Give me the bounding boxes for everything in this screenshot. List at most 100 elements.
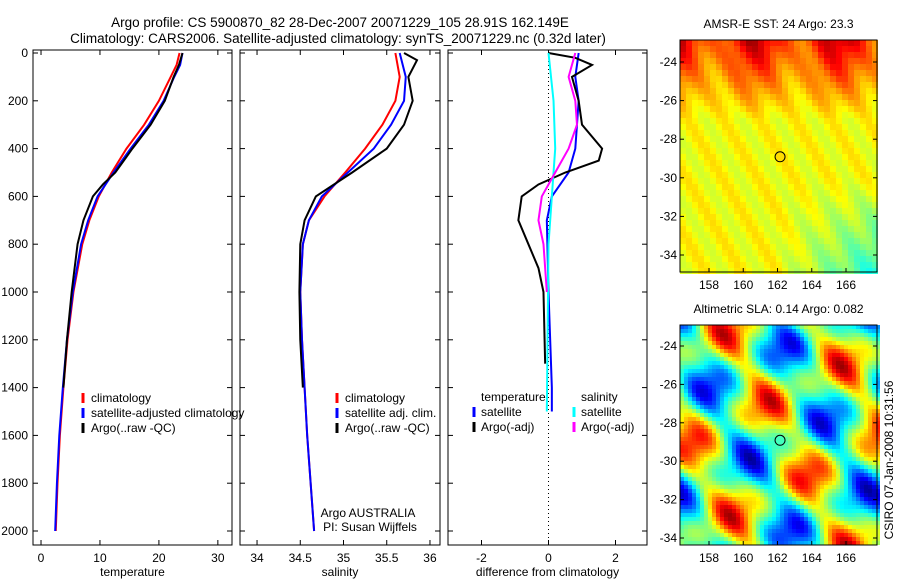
map-cell [860,357,864,361]
map-cell [752,154,758,160]
map-cell [724,365,728,369]
map-cell [734,160,740,166]
map-cell [872,501,876,505]
map-cell [760,425,764,429]
map-cell [804,501,808,505]
map-cell [876,517,880,521]
map-cell [840,469,844,473]
map-cell [744,493,748,497]
map-cell [830,82,836,88]
map-cell [856,481,860,485]
map-cell [776,329,780,333]
map-cell [830,100,836,106]
map-cell [848,262,854,268]
map-cell [696,385,700,389]
map-cell [792,365,796,369]
map-cell [840,485,844,489]
map-cell [720,341,724,345]
map-cell [800,465,804,469]
map-cell [696,453,700,457]
map-cell [732,525,736,529]
map-cell [780,365,784,369]
map-cell [860,417,864,421]
map-cell [844,505,848,509]
map-cell [710,214,716,220]
map-cell [848,82,854,88]
series-line-satellite-adj-clim- [299,52,407,532]
map-cell [772,329,776,333]
map-cell [848,329,852,333]
map-cell [708,333,712,337]
map-cell [848,409,852,413]
map-cell [760,537,764,541]
map-cell [704,409,708,413]
map-cell [722,130,728,136]
map-cell [688,441,692,445]
map-cell [844,525,848,529]
map-cell [788,262,794,268]
map-cell [868,329,872,333]
map-cell [758,112,764,118]
map-cell [680,196,686,202]
map-cell [840,477,844,481]
map-cell [860,505,864,509]
map-cell [732,537,736,541]
map-cell [812,377,816,381]
map-cell [768,489,772,493]
map-cell [764,541,768,545]
map-cell [836,52,842,58]
map-cell [710,130,716,136]
map-cell [800,208,806,214]
map-cell [728,353,732,357]
map-cell [808,361,812,365]
map-cell [876,509,880,513]
map-cell [776,505,780,509]
map-cell [816,449,820,453]
map-cell [680,445,684,449]
map-cell [812,220,818,226]
map-cell [784,377,788,381]
map-cell [776,238,782,244]
map-cell [848,46,854,52]
map-cell [804,429,808,433]
map-cell [760,333,764,337]
map-cell [860,501,864,505]
map-cell [844,365,848,369]
map-cell [748,457,752,461]
map-cell [844,405,848,409]
map-cell [770,142,776,148]
map-cell [788,477,792,481]
map-cell [704,154,710,160]
map-cell [794,220,800,226]
map-cell [686,214,692,220]
map-cell [852,365,856,369]
map-cell [836,196,842,202]
map-cell [832,357,836,361]
map-cell [812,172,818,178]
map-cell [768,389,772,393]
map-cell [740,196,746,202]
map-cell [704,433,708,437]
map-cell [704,82,710,88]
map-cell [736,473,740,477]
map-cell [752,421,756,425]
map-cell [848,244,854,250]
y-tick-label: -34 [660,531,678,545]
map-cell [684,325,688,329]
map-cell [812,417,816,421]
map-cell [776,397,780,401]
map-cell [724,425,728,429]
map-cell [800,513,804,517]
map-cell [848,365,852,369]
map-cell [800,393,804,397]
map-cell [692,389,696,393]
map-cell [824,501,828,505]
map-cell [684,349,688,353]
map-cell [768,513,772,517]
y-tick-label: 1000 [1,285,28,299]
map-cell [806,64,812,70]
map-cell [728,76,734,82]
map-cell [776,325,780,329]
map-cell [816,441,820,445]
legend-title-salinity: salinity [581,390,618,404]
